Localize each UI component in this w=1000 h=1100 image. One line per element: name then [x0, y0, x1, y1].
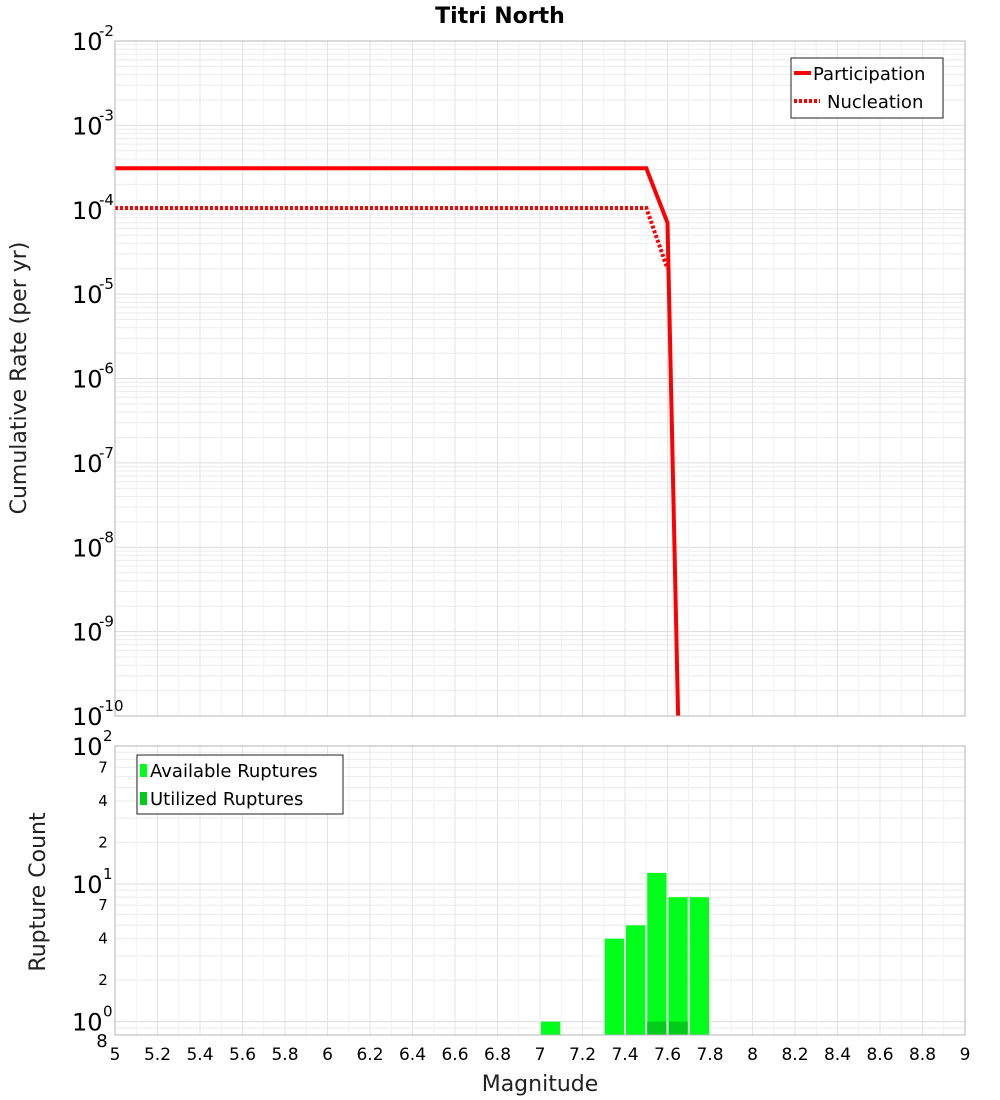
legend-utilized-swatch [140, 792, 147, 805]
legend-available-swatch [140, 764, 147, 777]
x-tick-label: 6 [322, 1045, 333, 1065]
utilized-rupture-bar [668, 1021, 688, 1035]
rate-y-tick-exponent: -5 [99, 275, 114, 293]
x-tick-label: 7.4 [611, 1045, 638, 1065]
x-tick-label: 8.8 [909, 1045, 936, 1065]
count-y-minor-label: 4 [98, 792, 108, 810]
x-tick-label: 7 [535, 1045, 546, 1065]
count-y-tick-exponent: 1 [103, 865, 113, 883]
count-y-tick-exponent: 2 [103, 727, 113, 745]
x-tick-label: 5.4 [186, 1045, 213, 1065]
count-y-axis-label: Rupture Count [26, 812, 51, 972]
count-y-tick-label: 10 [72, 733, 103, 761]
rate-y-tick-exponent: -2 [99, 22, 114, 40]
count-y-minor-label: 7 [98, 896, 108, 914]
count-legend: Available Ruptures Utilized Ruptures [136, 754, 344, 815]
rate-plot-frame [114, 40, 966, 717]
x-tick-label: 8 [747, 1045, 758, 1065]
rate-y-tick-exponent: -4 [99, 191, 114, 209]
x-tick-label: 6.2 [356, 1045, 383, 1065]
legend-nucleation-label: Nucleation [827, 92, 923, 113]
available-rupture-bar [647, 872, 667, 1035]
available-rupture-bar [541, 1021, 561, 1035]
x-tick-label: 8.2 [781, 1045, 808, 1065]
x-tick-label: 5.8 [271, 1045, 298, 1065]
legend-participation-label: Participation [813, 64, 925, 85]
rate-y-tick-label: 10 [72, 534, 103, 562]
x-tick-label: 6.8 [484, 1045, 511, 1065]
x-tick-label: 7.2 [569, 1045, 596, 1065]
rate-y-tick-label: 10 [72, 281, 103, 309]
x-tick-label: 6.6 [441, 1045, 468, 1065]
rate-y-tick-label: 10 [72, 28, 103, 56]
count-legend-box [136, 754, 344, 815]
count-x-ticks: 5 5.2 5.4 5.6 5.8 6 6.2 6.4 6.6 6.8 7 7.2 7.4 7.6 7.8 8… [110, 1045, 971, 1065]
rate-legend: Participation Nucleation [790, 57, 944, 119]
x-tick-label: 8.6 [866, 1045, 893, 1065]
count-y-tick-label: 10 [72, 871, 103, 899]
count-y-minor-label: 7 [98, 758, 108, 776]
rate-y-tick-label: 10 [72, 112, 103, 140]
x-tick-label: 5.2 [144, 1045, 171, 1065]
rate-series [115, 166, 681, 717]
x-tick-label: 7.8 [696, 1045, 723, 1065]
rate-y-tick-exponent: -7 [99, 444, 114, 462]
count-y-minor-label: 8 [96, 1031, 107, 1052]
x-tick-label: 9 [960, 1045, 971, 1065]
x-tick-label: 5.6 [229, 1045, 256, 1065]
legend-available-label: Available Ruptures [150, 761, 318, 782]
available-rupture-bar [604, 938, 624, 1035]
rate-y-axis-label: Cumulative Rate (per yr) [7, 242, 32, 515]
x-axis-label: Magnitude [482, 1072, 599, 1097]
available-rupture-bar [668, 897, 688, 1035]
rate-legend-box [790, 57, 944, 119]
x-tick-label: 7.6 [654, 1045, 681, 1065]
available-rupture-bar [689, 897, 709, 1035]
rate-gridlines [114, 41, 966, 717]
count-y-minor-label: 4 [98, 930, 108, 948]
legend-utilized-label: Utilized Ruptures [150, 789, 303, 810]
rate-y-tick-label: 10 [72, 619, 103, 647]
x-tick-label: 5 [110, 1045, 121, 1065]
rate-y-tick-exponent: -8 [99, 528, 114, 546]
count-plot-frame [114, 745, 966, 1036]
rate-y-tick-label: 10 [72, 450, 103, 478]
count-y-minor-label: 2 [98, 833, 108, 851]
chart-title: Titri North [435, 4, 565, 29]
rate-y-tick-exponent: -10 [99, 697, 124, 715]
rate-y-tick-label: 10 [72, 366, 103, 394]
x-tick-label: 8.4 [824, 1045, 851, 1065]
nucleation-line [115, 206, 670, 270]
rate-y-tick-exponent: -9 [99, 613, 114, 631]
x-tick-label: 6.4 [399, 1045, 426, 1065]
rate-y-tick-label: 10 [72, 197, 103, 225]
count-y-minor-label: 2 [98, 971, 108, 989]
count-y-tick-label: 10 [72, 1009, 103, 1037]
available-rupture-bar [626, 925, 646, 1035]
rate-y-tick-exponent: -6 [99, 360, 114, 378]
utilized-rupture-bar [647, 1021, 667, 1035]
count-y-tick-exponent: 0 [103, 1003, 113, 1021]
participation-line [115, 166, 681, 717]
rate-y-tick-label: 10 [72, 703, 103, 731]
rate-y-tick-exponent: -3 [99, 106, 114, 124]
count-bars [541, 872, 709, 1035]
